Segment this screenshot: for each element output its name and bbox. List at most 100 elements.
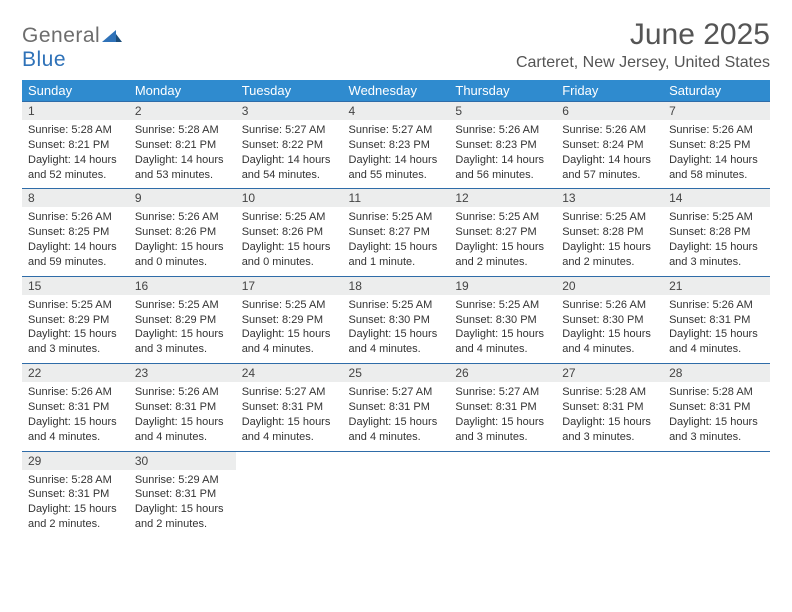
daylight-text-2: and 2 minutes. bbox=[135, 517, 230, 532]
day-number-cell: 2 bbox=[129, 102, 236, 121]
day-number-cell: 17 bbox=[236, 276, 343, 295]
day-number-cell: 22 bbox=[22, 364, 129, 383]
daylight-text-1: Daylight: 15 hours bbox=[28, 502, 123, 517]
daylight-text-2: and 4 minutes. bbox=[669, 342, 764, 357]
day-number-cell: 8 bbox=[22, 189, 129, 208]
day-content-cell: Sunrise: 5:25 AMSunset: 8:30 PMDaylight:… bbox=[343, 295, 450, 364]
daylight-text-2: and 53 minutes. bbox=[135, 168, 230, 183]
day-number-cell: 4 bbox=[343, 102, 450, 121]
daylight-text-2: and 4 minutes. bbox=[135, 430, 230, 445]
day-number-cell: 28 bbox=[663, 364, 770, 383]
daylight-text-1: Daylight: 15 hours bbox=[135, 327, 230, 342]
sunrise-text: Sunrise: 5:28 AM bbox=[669, 385, 764, 400]
sunset-text: Sunset: 8:28 PM bbox=[669, 225, 764, 240]
day-number-cell: 15 bbox=[22, 276, 129, 295]
daylight-text-1: Daylight: 14 hours bbox=[562, 153, 657, 168]
calendar-table: Sunday Monday Tuesday Wednesday Thursday… bbox=[22, 80, 770, 538]
daylight-text-2: and 2 minutes. bbox=[455, 255, 550, 270]
daylight-text-2: and 59 minutes. bbox=[28, 255, 123, 270]
sunset-text: Sunset: 8:24 PM bbox=[562, 138, 657, 153]
daylight-text-1: Daylight: 14 hours bbox=[669, 153, 764, 168]
day-content-cell: Sunrise: 5:27 AMSunset: 8:23 PMDaylight:… bbox=[343, 120, 450, 189]
day-number-row: 1234567 bbox=[22, 102, 770, 121]
sunrise-text: Sunrise: 5:27 AM bbox=[242, 385, 337, 400]
day-content-cell: Sunrise: 5:26 AMSunset: 8:25 PMDaylight:… bbox=[663, 120, 770, 189]
daylight-text-2: and 4 minutes. bbox=[349, 342, 444, 357]
day-number-cell: 11 bbox=[343, 189, 450, 208]
daylight-text-2: and 2 minutes. bbox=[562, 255, 657, 270]
day-number-cell: 26 bbox=[449, 364, 556, 383]
daylight-text-1: Daylight: 15 hours bbox=[455, 327, 550, 342]
day-number-cell: 14 bbox=[663, 189, 770, 208]
daylight-text-1: Daylight: 15 hours bbox=[242, 415, 337, 430]
day-number-cell: 12 bbox=[449, 189, 556, 208]
daylight-text-1: Daylight: 14 hours bbox=[242, 153, 337, 168]
sunset-text: Sunset: 8:22 PM bbox=[242, 138, 337, 153]
sunrise-text: Sunrise: 5:26 AM bbox=[455, 123, 550, 138]
day-content-cell: Sunrise: 5:27 AMSunset: 8:31 PMDaylight:… bbox=[343, 382, 450, 451]
day-content-cell: Sunrise: 5:25 AMSunset: 8:27 PMDaylight:… bbox=[343, 207, 450, 276]
daylight-text-2: and 56 minutes. bbox=[455, 168, 550, 183]
daylight-text-1: Daylight: 15 hours bbox=[135, 502, 230, 517]
weekday-header: Saturday bbox=[663, 80, 770, 102]
daylight-text-2: and 4 minutes. bbox=[349, 430, 444, 445]
sunset-text: Sunset: 8:21 PM bbox=[135, 138, 230, 153]
day-number-cell: 1 bbox=[22, 102, 129, 121]
daylight-text-1: Daylight: 15 hours bbox=[562, 240, 657, 255]
sunrise-text: Sunrise: 5:29 AM bbox=[135, 473, 230, 488]
logo-text-blue: Blue bbox=[22, 48, 66, 71]
daylight-text-2: and 54 minutes. bbox=[242, 168, 337, 183]
daylight-text-1: Daylight: 15 hours bbox=[349, 327, 444, 342]
sunrise-text: Sunrise: 5:25 AM bbox=[455, 210, 550, 225]
day-content-cell: Sunrise: 5:26 AMSunset: 8:31 PMDaylight:… bbox=[129, 382, 236, 451]
day-content-cell bbox=[236, 470, 343, 538]
sunrise-text: Sunrise: 5:25 AM bbox=[455, 298, 550, 313]
day-content-cell: Sunrise: 5:25 AMSunset: 8:26 PMDaylight:… bbox=[236, 207, 343, 276]
day-number-cell bbox=[556, 451, 663, 470]
day-number-cell: 9 bbox=[129, 189, 236, 208]
day-content-cell: Sunrise: 5:26 AMSunset: 8:31 PMDaylight:… bbox=[663, 295, 770, 364]
daylight-text-2: and 52 minutes. bbox=[28, 168, 123, 183]
day-content-row: Sunrise: 5:26 AMSunset: 8:31 PMDaylight:… bbox=[22, 382, 770, 451]
sunset-text: Sunset: 8:30 PM bbox=[349, 313, 444, 328]
sunrise-text: Sunrise: 5:28 AM bbox=[28, 123, 123, 138]
day-content-cell: Sunrise: 5:26 AMSunset: 8:24 PMDaylight:… bbox=[556, 120, 663, 189]
day-content-cell: Sunrise: 5:26 AMSunset: 8:23 PMDaylight:… bbox=[449, 120, 556, 189]
logo-text: General Blue bbox=[22, 24, 122, 72]
sunset-text: Sunset: 8:29 PM bbox=[28, 313, 123, 328]
day-content-cell: Sunrise: 5:25 AMSunset: 8:28 PMDaylight:… bbox=[556, 207, 663, 276]
daylight-text-2: and 58 minutes. bbox=[669, 168, 764, 183]
month-title: June 2025 bbox=[516, 18, 770, 52]
day-content-cell: Sunrise: 5:28 AMSunset: 8:31 PMDaylight:… bbox=[556, 382, 663, 451]
day-content-cell: Sunrise: 5:28 AMSunset: 8:31 PMDaylight:… bbox=[663, 382, 770, 451]
sunrise-text: Sunrise: 5:25 AM bbox=[349, 210, 444, 225]
day-number-cell bbox=[449, 451, 556, 470]
sunset-text: Sunset: 8:31 PM bbox=[349, 400, 444, 415]
daylight-text-1: Daylight: 14 hours bbox=[28, 240, 123, 255]
day-number-cell: 7 bbox=[663, 102, 770, 121]
daylight-text-1: Daylight: 15 hours bbox=[562, 415, 657, 430]
weekday-header: Friday bbox=[556, 80, 663, 102]
day-number-cell: 18 bbox=[343, 276, 450, 295]
sunrise-text: Sunrise: 5:26 AM bbox=[669, 298, 764, 313]
sunset-text: Sunset: 8:21 PM bbox=[28, 138, 123, 153]
weekday-header: Thursday bbox=[449, 80, 556, 102]
day-content-cell: Sunrise: 5:26 AMSunset: 8:25 PMDaylight:… bbox=[22, 207, 129, 276]
sunset-text: Sunset: 8:31 PM bbox=[28, 400, 123, 415]
day-content-cell: Sunrise: 5:26 AMSunset: 8:31 PMDaylight:… bbox=[22, 382, 129, 451]
day-number-cell: 10 bbox=[236, 189, 343, 208]
sunrise-text: Sunrise: 5:27 AM bbox=[349, 123, 444, 138]
sunset-text: Sunset: 8:31 PM bbox=[28, 487, 123, 502]
sunrise-text: Sunrise: 5:25 AM bbox=[135, 298, 230, 313]
daylight-text-2: and 3 minutes. bbox=[135, 342, 230, 357]
day-content-cell bbox=[556, 470, 663, 538]
sunset-text: Sunset: 8:23 PM bbox=[455, 138, 550, 153]
daylight-text-2: and 3 minutes. bbox=[669, 255, 764, 270]
day-content-cell bbox=[343, 470, 450, 538]
daylight-text-1: Daylight: 15 hours bbox=[455, 240, 550, 255]
sunrise-text: Sunrise: 5:26 AM bbox=[562, 298, 657, 313]
daylight-text-1: Daylight: 15 hours bbox=[135, 240, 230, 255]
sunrise-text: Sunrise: 5:25 AM bbox=[242, 210, 337, 225]
daylight-text-2: and 3 minutes. bbox=[28, 342, 123, 357]
day-content-cell bbox=[449, 470, 556, 538]
